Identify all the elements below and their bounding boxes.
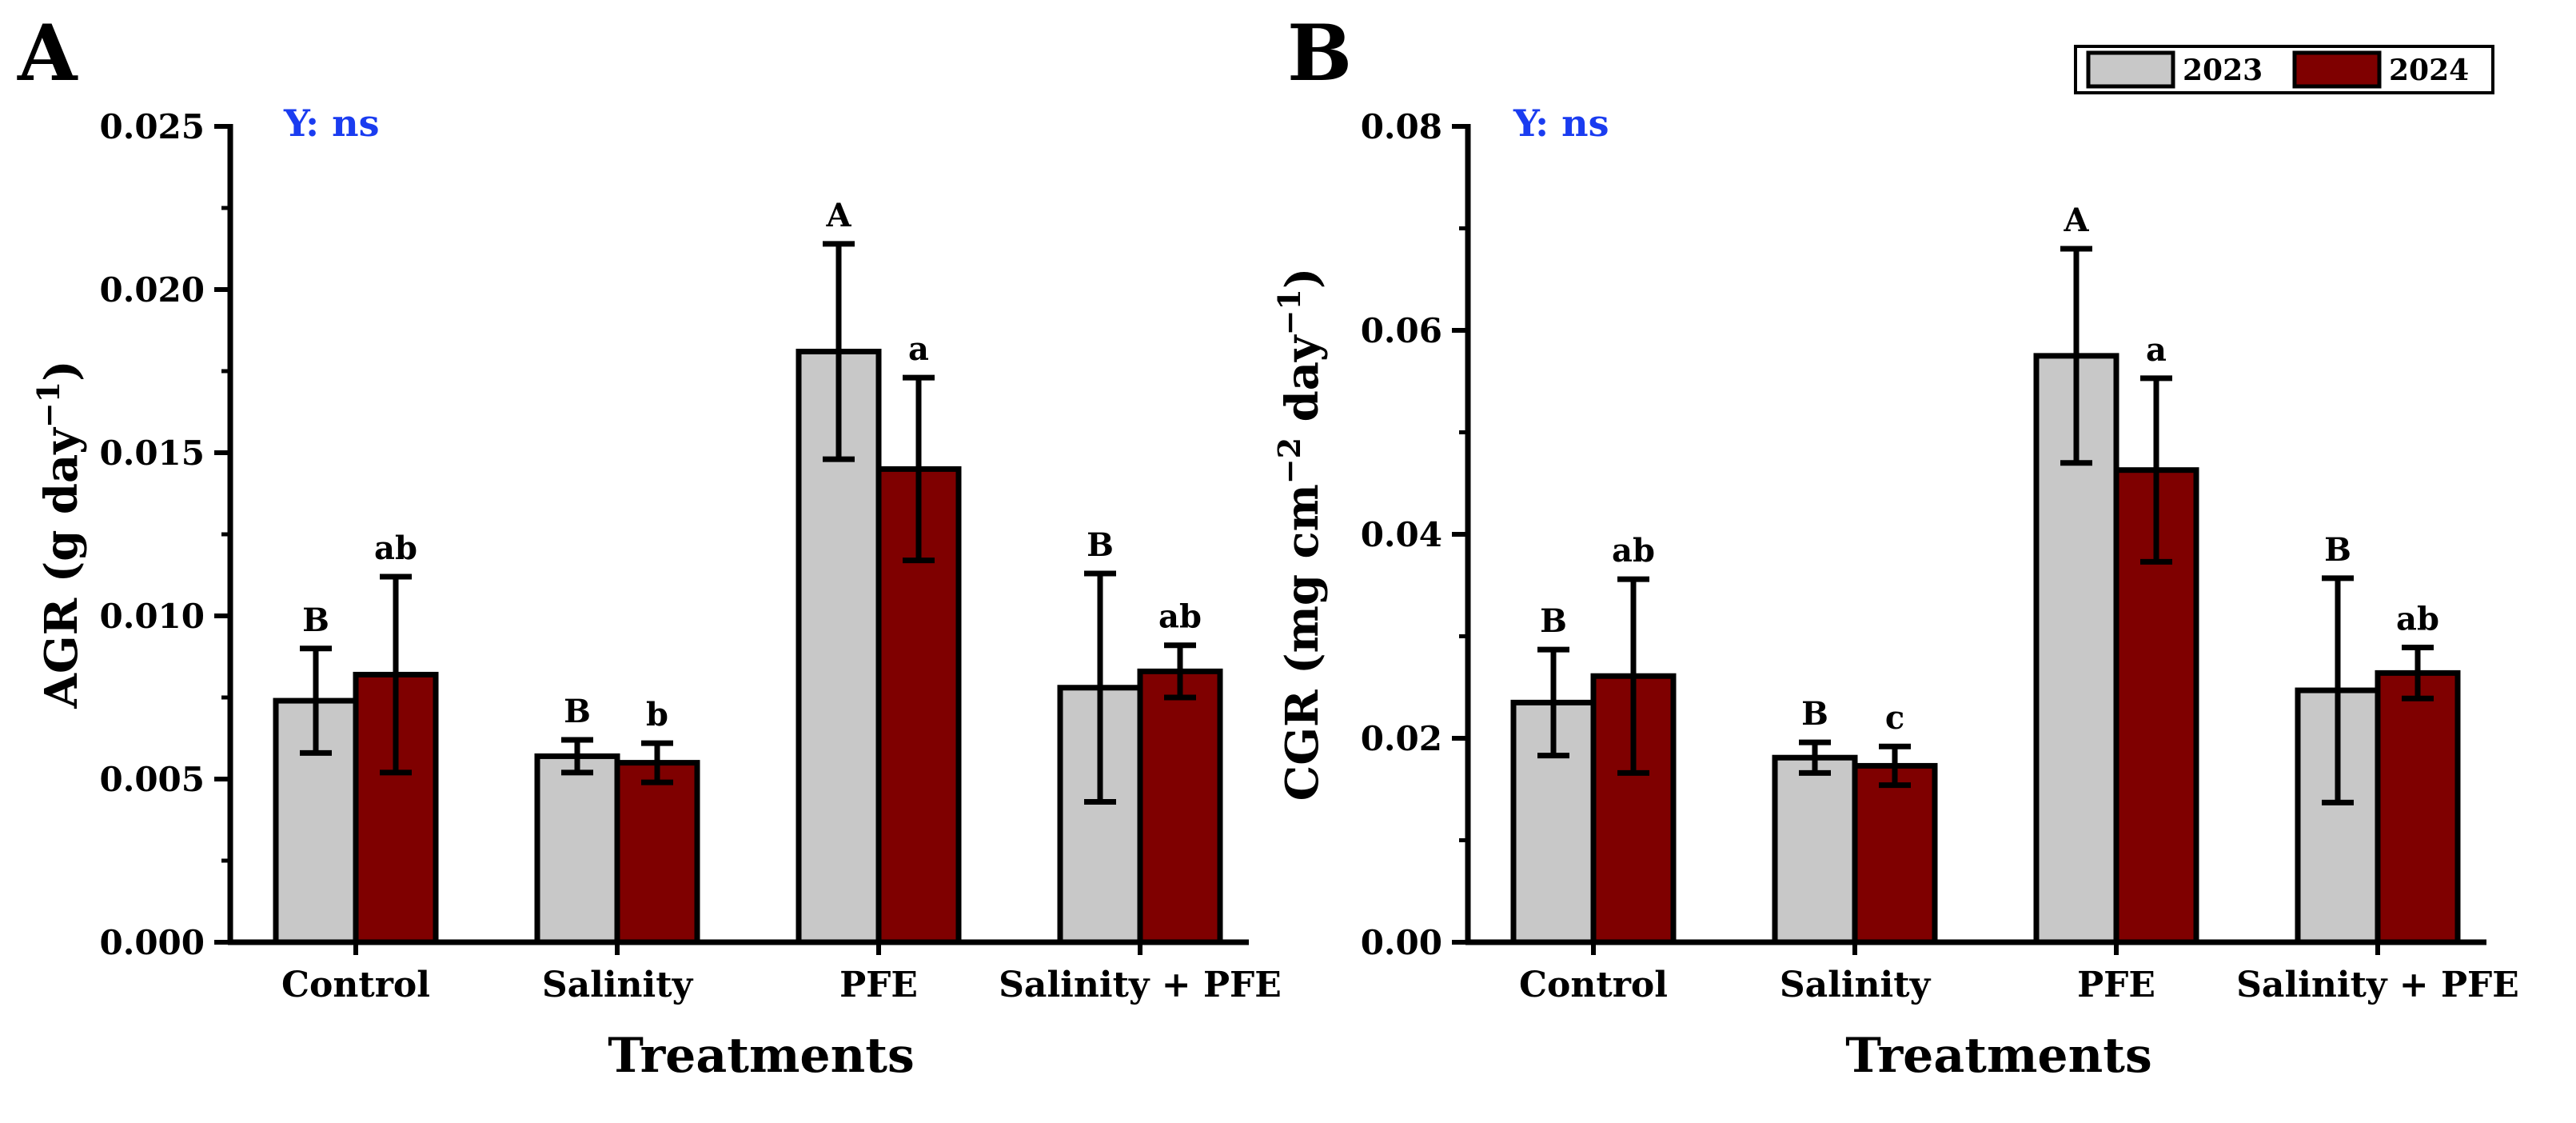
y-tick-label: 0.00	[1361, 923, 1442, 962]
x-tick-label: Salinity + PFE	[2236, 965, 2519, 1005]
bar-2024-1	[614, 760, 700, 945]
bar-2024-3	[2375, 669, 2461, 945]
y-tick-label: 0.015	[99, 434, 205, 473]
y-tick-label: 0.005	[99, 760, 205, 799]
x-axis-title: Treatments	[608, 1028, 914, 1084]
y-tick-label: 0.06	[1361, 311, 1442, 350]
bar-2024-2	[2113, 467, 2199, 945]
legend-swatch-2023	[2086, 50, 2175, 89]
significance-letter: B	[1087, 526, 1114, 564]
y-axis-title: CGR (mg cm−2 day−1)	[1271, 268, 1329, 801]
x-tick-label: Salinity + PFE	[999, 965, 1282, 1005]
legend-label-2023: 2023	[2183, 54, 2263, 87]
year-significance-note: Y: ns	[283, 102, 380, 145]
bar-2023-1	[1772, 754, 1858, 945]
x-tick-label: Control	[1519, 965, 1668, 1005]
x-axis-title: Treatments	[1845, 1028, 2151, 1084]
significance-letter: A	[2063, 202, 2089, 239]
x-tick-label: Salinity	[1780, 965, 1932, 1005]
panel-label: A	[17, 8, 78, 98]
y-tick-label: 0.025	[99, 107, 205, 146]
panel-label: B	[1287, 8, 1352, 98]
bar-2024-3	[1137, 668, 1223, 945]
significance-letter: B	[1801, 695, 1828, 733]
y-tick-label: 0.000	[99, 923, 205, 962]
bar-2024-1	[1852, 762, 1938, 945]
significance-letter: B	[302, 601, 329, 639]
legend-swatch-2024	[2292, 50, 2382, 89]
significance-letter: b	[646, 696, 668, 733]
significance-letter: ab	[374, 530, 417, 567]
significance-letter: ab	[1158, 598, 1202, 636]
legend-label-2024: 2024	[2389, 54, 2469, 87]
chart-panel-B: B Y: ns Bab Control B c Salinity Aa PFE Bab Salini…	[1271, 8, 2519, 1084]
year-significance-note: Y: ns	[1513, 102, 1609, 145]
legend: 2023 2024	[2074, 45, 2494, 94]
chart-panel-A: A Y: ns Bab Control B b Salinity Aa PFE Bab Salini…	[17, 8, 1282, 1084]
y-tick-label: 0.010	[99, 597, 205, 636]
y-axis-title: AGR (g day−1)	[30, 360, 88, 709]
significance-letter: a	[908, 330, 929, 368]
significance-letter: B	[2324, 531, 2351, 569]
significance-letter: B	[1540, 602, 1567, 640]
y-tick-label: 0.04	[1361, 515, 1442, 554]
significance-letter: a	[2146, 331, 2167, 369]
significance-letter: ab	[1612, 532, 1655, 569]
y-tick-label: 0.020	[99, 270, 205, 310]
significance-letter: c	[1885, 699, 1904, 737]
x-tick-label: Control	[281, 965, 430, 1005]
significance-letter: A	[825, 197, 851, 234]
y-tick-label: 0.02	[1361, 719, 1442, 758]
x-tick-label: Salinity	[542, 965, 694, 1005]
x-tick-label: PFE	[839, 965, 918, 1005]
significance-letter: B	[564, 693, 591, 730]
y-tick-label: 0.08	[1361, 107, 1442, 146]
bar-2023-1	[534, 753, 620, 945]
x-tick-label: PFE	[2077, 965, 2155, 1005]
significance-letter: ab	[2396, 601, 2439, 638]
